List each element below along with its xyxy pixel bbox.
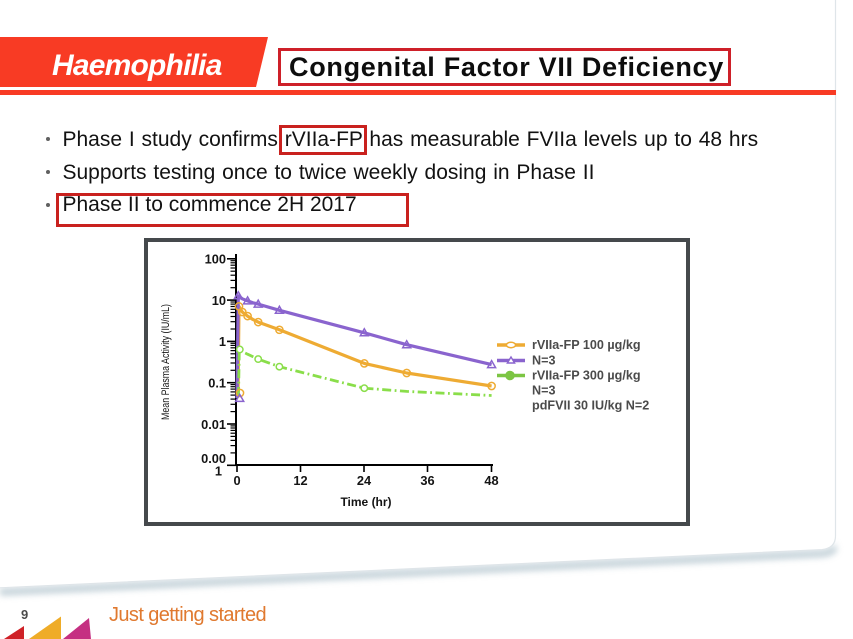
- svg-text:36: 36: [420, 473, 434, 488]
- svg-text:0.01: 0.01: [201, 417, 226, 432]
- svg-text:0.1: 0.1: [208, 376, 226, 391]
- svg-text:Time (hr): Time (hr): [340, 495, 391, 509]
- svg-text:Mean Plasma Activity (IU/mL): Mean Plasma Activity (IU/mL): [160, 304, 172, 420]
- svg-text:N=3: N=3: [532, 354, 555, 368]
- svg-text:24: 24: [357, 473, 372, 488]
- svg-text:48: 48: [484, 473, 498, 488]
- svg-text:rVIIa-FP 100 µg/kg: rVIIa-FP 100 µg/kg: [532, 338, 641, 352]
- svg-text:1: 1: [215, 464, 222, 479]
- svg-text:1: 1: [219, 334, 226, 349]
- svg-text:0.00: 0.00: [201, 451, 226, 466]
- svg-text:10: 10: [212, 293, 226, 308]
- svg-text:100: 100: [205, 252, 226, 267]
- svg-text:N=3: N=3: [532, 384, 555, 398]
- svg-text:pdFVII 30 IU/kg N=2: pdFVII 30 IU/kg N=2: [532, 399, 649, 413]
- svg-text:12: 12: [293, 473, 307, 488]
- svg-text:0: 0: [233, 473, 240, 488]
- svg-text:rVIIa-FP 300 µg/kg: rVIIa-FP 300 µg/kg: [532, 369, 641, 383]
